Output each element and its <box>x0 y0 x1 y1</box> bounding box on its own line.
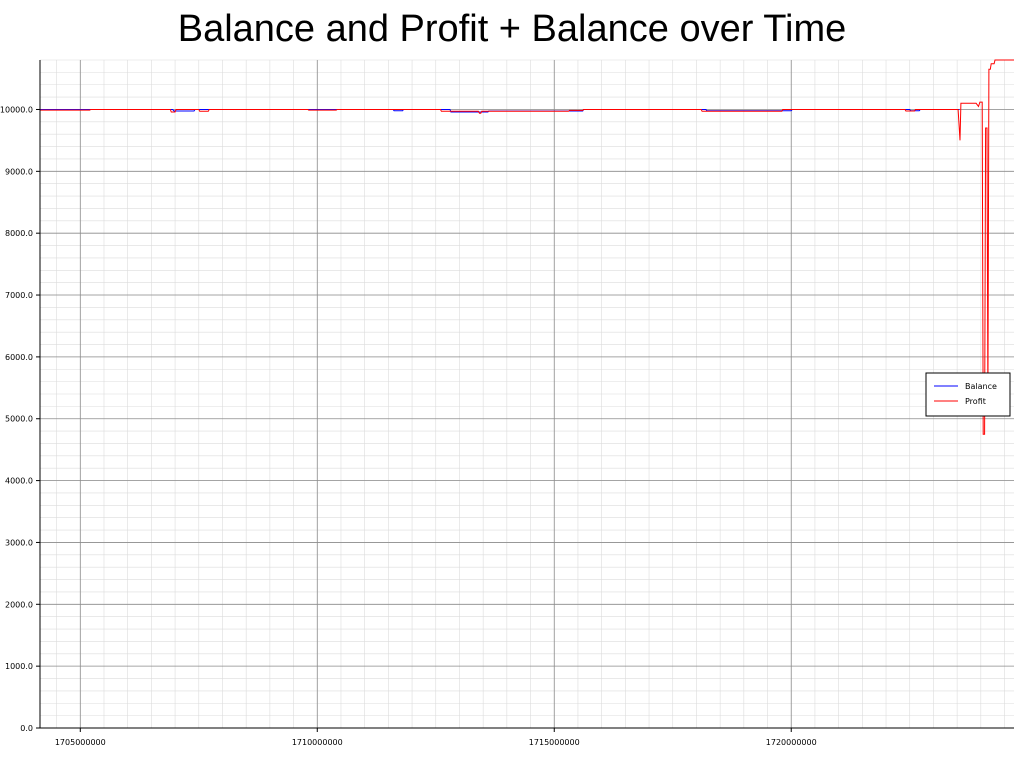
legend-label-balance: Balance <box>965 382 997 391</box>
y-tick-label: 5000.0 <box>5 415 33 424</box>
y-tick-label: 4000.0 <box>5 477 33 486</box>
y-tick-label: 3000.0 <box>5 538 33 547</box>
chart-title: Balance and Profit + Balance over Time <box>177 8 847 50</box>
y-tick-label: 6000.0 <box>5 353 33 362</box>
legend-label-profit: Profit <box>965 397 986 406</box>
legend-box <box>925 372 1011 417</box>
x-tick-label: 1710000000 <box>292 738 343 747</box>
tick-labels: 1705000000 1710000000 1715000000 1720000000… <box>0 105 817 747</box>
y-tick-label: 2000.0 <box>5 600 33 609</box>
y-tick-label: 9000.0 <box>5 167 33 176</box>
minor-grid <box>40 59 1014 729</box>
y-tick-label: 0.0 <box>20 724 33 733</box>
y-tick-label: 8000.0 <box>5 229 33 238</box>
y-tick-label: 1000.0 <box>5 662 33 671</box>
x-tick-label: 1705000000 <box>55 738 106 747</box>
y-tick-label: 10000.0 <box>0 105 33 114</box>
y-tick-label: 7000.0 <box>5 291 33 300</box>
axes <box>36 60 1014 732</box>
x-tick-label: 1715000000 <box>529 738 580 747</box>
x-tick-label: 1720000000 <box>766 738 817 747</box>
legend: Balance Profit <box>925 372 1011 417</box>
series-layer <box>40 59 1014 435</box>
series-line-profit <box>40 59 1014 435</box>
